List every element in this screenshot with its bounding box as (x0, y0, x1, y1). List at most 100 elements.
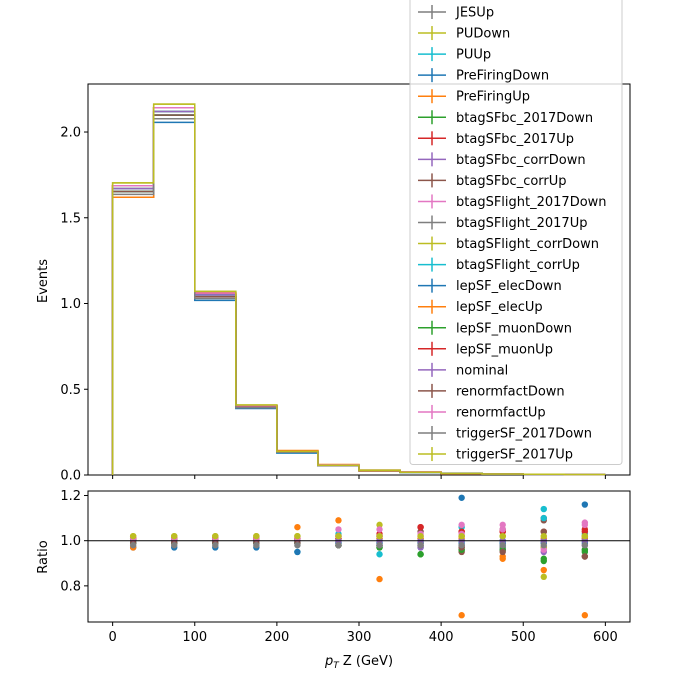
legend-label: lepSF_elecUp (456, 300, 543, 315)
ratio-point-triggerSF_2017Down (335, 542, 342, 549)
ratio-point-triggerSF_2017Down (212, 542, 219, 549)
ratio-point-triggerSF_2017Down (499, 542, 506, 549)
legend-label: JESUp (455, 6, 494, 21)
legend-entry-btagSFlight_corrDown: btagSFlight_corrDown (418, 236, 599, 252)
ratio-point-PUUp (540, 505, 547, 513)
ratio-point-triggerSF_2017Up (540, 532, 547, 540)
ratio-point-PreFiringUp (376, 575, 383, 583)
ratio-point-triggerSF_2017Up (171, 532, 178, 540)
ratio-point-triggerSF_2017Up (458, 532, 465, 540)
main-x-ticks (112, 475, 606, 479)
legend-entry-PreFiringDown: PreFiringDown (418, 68, 549, 84)
legend-entry-JESUp: JESUp (418, 5, 494, 21)
legend-entry-btagSFbc_corrDown: btagSFbc_corrDown (418, 152, 586, 168)
ratio-point-triggerSF_2017Up (294, 532, 301, 540)
legend-entry-nominal: nominal (418, 362, 508, 378)
ratio-point-PUUp (376, 551, 383, 558)
ratio-point-renormfactUp (499, 526, 506, 533)
ratio-point-triggerSF_2017Down (581, 542, 589, 549)
ratio-point-PreFiringUp (335, 517, 342, 524)
histogram-line-triggerSF_2017Up (111, 103, 606, 476)
legend-frame (409, 0, 623, 466)
legend-entry-btagSFlight_corrUp: btagSFlight_corrUp (418, 257, 580, 273)
ratio-point-btagSFlight_2017Down (458, 521, 465, 529)
ratio-point-triggerSF_2017Down (376, 542, 383, 549)
x-axis-label: pT Z (GeV) (324, 654, 393, 671)
ratio-point-triggerSF_2017Up (335, 532, 342, 540)
ratio-point-lepSF_muonDown (540, 555, 547, 562)
legend-entry-btagSFlight_2017Down: btagSFlight_2017Down (418, 194, 607, 210)
legend-label: btagSFlight_corrDown (456, 237, 599, 252)
ratio-point-lepSF_elecUp (499, 553, 506, 560)
legend-label: nominal (456, 363, 508, 378)
legend-label: btagSFbc_2017Up (456, 132, 574, 147)
ratio-y-tick-label: 1.0 (60, 534, 81, 549)
legend-entry-PreFiringUp: PreFiringUp (418, 89, 530, 105)
ratio-points-group (129, 494, 589, 619)
legend-label: btagSFlight_corrUp (456, 258, 580, 273)
main-y-axis-label: Events (36, 259, 51, 303)
ratio-x-ticks: 0 100 200 300 400 500 600 (108, 622, 618, 645)
ratio-point-PreFiringDown (294, 548, 301, 556)
ratio-point-triggerSF_2017Up (212, 532, 219, 540)
ratio-point-triggerSF_2017Down (171, 542, 178, 549)
legend-entry-btagSFlight_2017Up: btagSFlight_2017Up (418, 215, 587, 231)
ratio-y-tick-label: 1.2 (60, 489, 81, 504)
x-tick-label: 400 (429, 630, 454, 645)
ratio-point-PreFiringUp (458, 612, 465, 619)
legend-entry-lepSF_elecDown: lepSF_elecDown (418, 278, 562, 294)
x-tick-label: 200 (264, 630, 289, 645)
legend-entry-PUUp: PUUp (418, 47, 491, 63)
ratio-point-renormfactDown (499, 548, 506, 556)
main-y-tick-label: 1.0 (60, 297, 81, 312)
ratio-point-PUDown (540, 573, 547, 581)
legend-label: btagSFlight_2017Down (456, 195, 607, 210)
ratio-point-btagSFlight_corrUp (540, 514, 547, 522)
legend-label: PreFiringDown (456, 69, 549, 84)
x-tick-label: 500 (511, 630, 536, 645)
ratio-point-triggerSF_2017Up (581, 532, 589, 540)
ratio-point-PUDown (376, 521, 383, 529)
ratio-point-triggerSF_2017Up (499, 532, 506, 540)
ratio-y-axis-label: Ratio (36, 540, 51, 573)
histogram-series-group (111, 103, 606, 476)
ratio-point-lepSF_muonDown (417, 551, 424, 558)
ratio-point-btagSFlight_2017Down (499, 521, 506, 529)
legend-label: PUUp (456, 48, 491, 63)
legend-entry-PUDown: PUDown (418, 26, 510, 42)
x-tick-label: 600 (593, 630, 618, 645)
x-tick-label: 0 (108, 630, 116, 645)
ratio-point-triggerSF_2017Down (417, 542, 424, 549)
legend-label: btagSFbc_2017Down (456, 111, 593, 126)
legend-label: triggerSF_2017Down (456, 427, 592, 442)
ratio-point-triggerSF_2017Down (458, 542, 465, 549)
ratio-y-tick-label: 0.8 (60, 579, 81, 594)
main-y-ticks: 0.0 0.5 1.0 1.5 2.0 (60, 126, 88, 484)
ratio-point-triggerSF_2017Up (417, 532, 424, 540)
ratio-point-triggerSF_2017Down (294, 542, 301, 549)
ratio-point-renormfactDown (540, 528, 547, 535)
main-y-tick-label: 0.0 (60, 469, 81, 484)
legend: JESUp PUDown PUUp PreFiringDown PreFiringUp b… (409, 0, 623, 466)
ratio-point-triggerSF_2017Down (540, 542, 547, 549)
legend-label: PUDown (456, 27, 510, 42)
legend-label: btagSFlight_2017Up (456, 216, 587, 231)
ratio-point-triggerSF_2017Down (129, 542, 137, 549)
legend-entry-triggerSF_2017Up: triggerSF_2017Up (418, 447, 573, 463)
legend-label: renormfactDown (456, 384, 565, 399)
legend-entry-lepSF_muonUp: lepSF_muonUp (418, 341, 553, 357)
legend-label: lepSF_elecDown (456, 279, 562, 294)
main-y-tick-label: 2.0 (60, 126, 81, 141)
x-tick-label: 100 (182, 630, 207, 645)
ratio-point-PreFiringUp (294, 523, 301, 531)
legend-label: lepSF_muonUp (456, 342, 553, 357)
legend-entry-renormfactDown: renormfactDown (418, 383, 565, 399)
legend-entry-btagSFbc_2017Up: btagSFbc_2017Up (418, 131, 574, 147)
legend-label: btagSFbc_corrDown (456, 153, 586, 168)
ratio-point-lepSF_muonUp (581, 526, 589, 533)
ratio-y-ticks: 0.8 1.0 1.2 (60, 489, 88, 594)
legend-label: renormfactUp (456, 405, 546, 420)
legend-label: triggerSF_2017Up (456, 448, 573, 463)
ratio-point-renormfactDown (581, 553, 589, 560)
main-plot: 0.0 0.5 1.0 1.5 2.0 Events (36, 83, 631, 484)
